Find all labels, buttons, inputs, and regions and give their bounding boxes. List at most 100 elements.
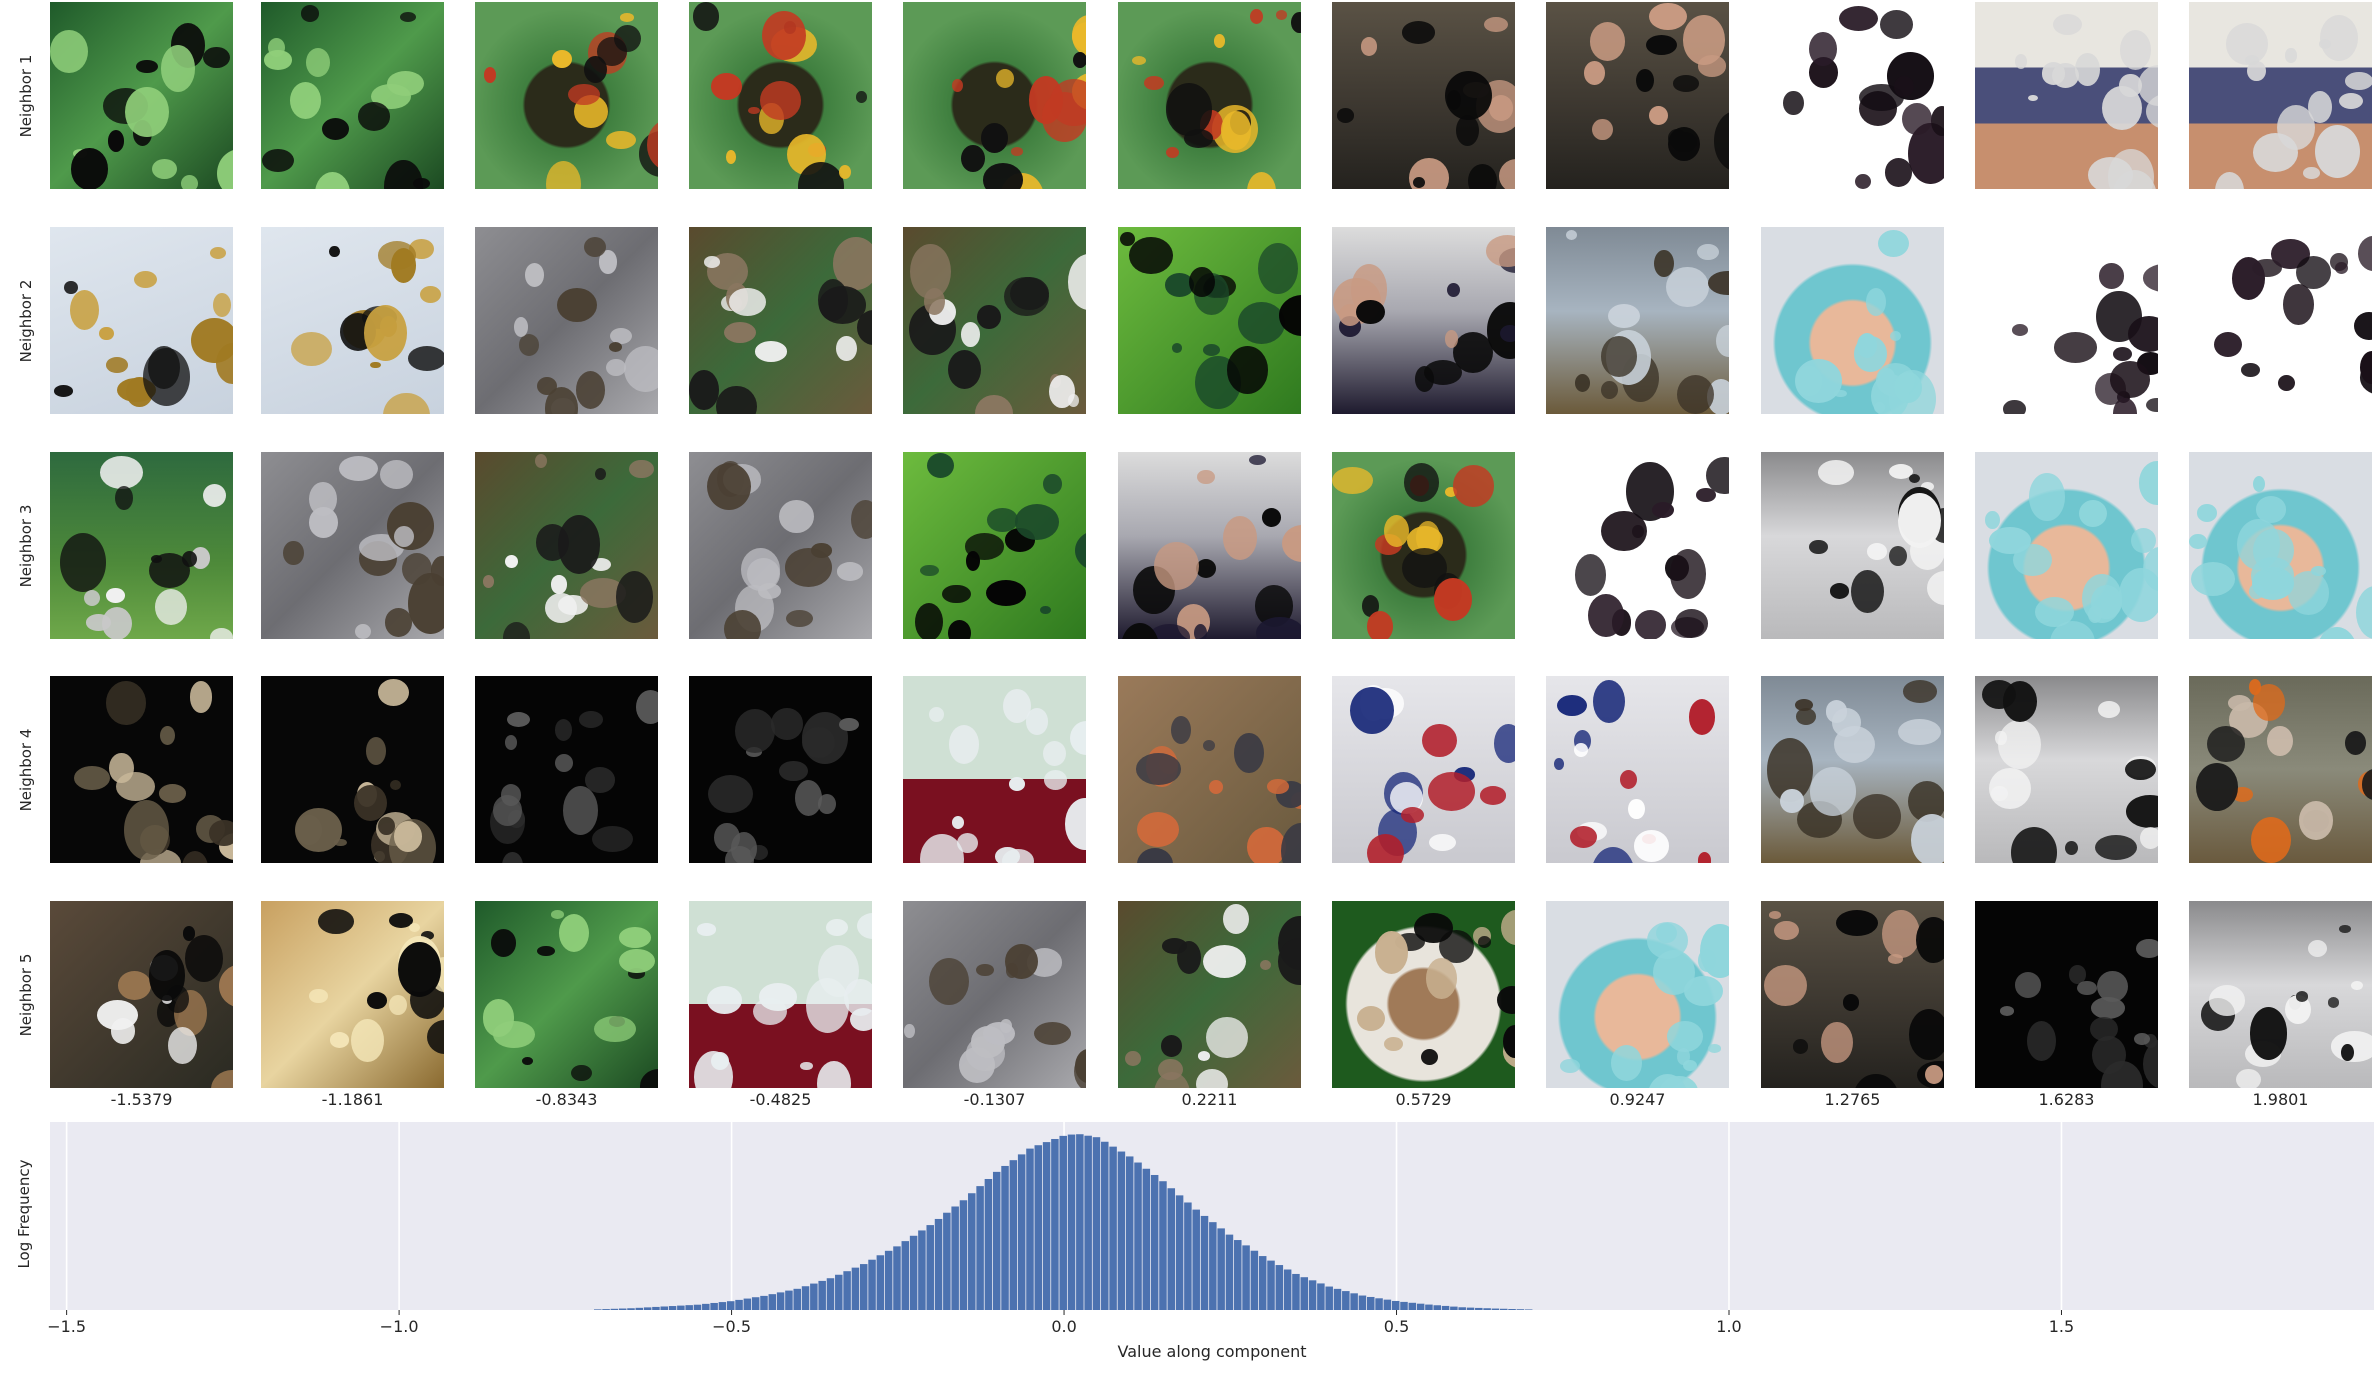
image-patch [2097,971,2128,1002]
image-patch [2251,817,2291,863]
image-patch [711,73,742,100]
image-patch [731,832,757,863]
yellow-black-snake-thumbnail [689,2,872,189]
near-black-thumbnail [475,676,658,863]
image-patch [1646,35,1678,56]
x-tick-label: 1.5 [2049,1317,2074,1336]
image-patch [100,456,143,489]
row-label-text: Neighbor 2 [17,279,35,362]
image-patch [551,575,566,593]
image-patch [1166,83,1212,136]
image-patch [857,913,872,939]
histogram-bar [1217,1228,1225,1310]
image-patch [1196,1069,1228,1088]
image-patch [779,761,808,781]
image-patch [155,589,187,625]
image-patch [2256,496,2286,522]
image-patch [707,463,751,510]
histogram-bar [860,1264,868,1310]
image-patch [168,1027,197,1065]
image-patch [1593,680,1625,723]
image-patch [1764,965,1807,1006]
image-patch [1853,1074,1899,1088]
image-patch [949,725,979,764]
image-patch [986,580,1026,606]
image-patch [2196,763,2239,811]
histogram-bar [677,1306,685,1310]
image-patch [1783,91,1803,115]
plastic-sheet-thumbnail [2189,901,2372,1088]
x-tick-label: 0.0 [1051,1317,1076,1336]
image-patch [2143,264,2158,291]
person-office-thumbnail [1332,2,1515,189]
image-patch [1592,119,1613,141]
histogram-bar [1417,1304,1425,1310]
histogram-bar [1325,1287,1333,1310]
image-patch [1670,549,1706,599]
image-patch [190,681,212,712]
image-patch [1214,34,1225,47]
image-patch [1780,789,1804,814]
image-patch [152,159,177,179]
image-patch [592,826,633,852]
x-tick-label: −1.0 [380,1317,419,1336]
histogram-bar [1234,1240,1242,1310]
image-patch [1070,721,1086,756]
histogram-bar [735,1300,743,1310]
histogram-bar [843,1271,851,1310]
histogram-bar [611,1309,619,1310]
histogram-bar [1492,1309,1500,1310]
image-patch [2339,93,2363,109]
image-patch [910,244,951,299]
image-patch [1267,779,1289,794]
image-patch [1839,6,1878,31]
image-patch [1634,830,1669,861]
histogram-bar [985,1179,993,1310]
image-patch [1554,758,1564,769]
histogram-bar [1334,1289,1342,1310]
image-patch [1044,770,1067,790]
image-patch [1250,9,1263,24]
image-patch [614,25,641,52]
image-patch [1125,1051,1141,1066]
yellow-black-snake-thumbnail [1332,452,1515,639]
image-patch [2207,726,2244,762]
image-patch [1898,719,1941,745]
image-patch [942,585,970,604]
image-patch [711,1052,730,1070]
image-patch [1258,243,1298,294]
image-patch [1652,502,1674,518]
image-patch [525,263,545,287]
image-patch [1880,10,1913,39]
image-patch [1673,75,1699,91]
image-patch [1121,623,1159,639]
image-patch [1198,1051,1211,1061]
image-patch [697,923,717,936]
image-patch [2267,726,2293,757]
image-patch [1584,61,1605,85]
x-tick-label: −0.5 [712,1317,751,1336]
image-patch [975,395,1013,414]
image-patch [1878,230,1909,257]
histogram-bar [910,1236,918,1310]
green-beetles-thumbnail [1118,227,1301,414]
histogram-bar [1276,1265,1284,1310]
image-patch [1851,570,1884,614]
dark-patches-thumbnail [50,676,233,863]
image-patch [391,248,416,283]
image-patch [839,718,859,731]
image-patch [1445,71,1492,120]
image-patch [558,515,600,573]
histogram-bar [1409,1303,1417,1310]
image-patch [1575,374,1590,392]
image-patch [759,983,797,1010]
person-skirt-thumbnail [1975,2,2158,189]
image-patch [818,279,848,321]
gray-rock-grass-thumbnail [1546,227,1729,414]
image-patch [290,82,321,119]
histogram-bar [1226,1235,1234,1310]
histogram-bar [752,1297,760,1310]
image-patch [965,533,1005,559]
near-black-thumbnail [689,676,872,863]
image-patch [1499,159,1515,189]
